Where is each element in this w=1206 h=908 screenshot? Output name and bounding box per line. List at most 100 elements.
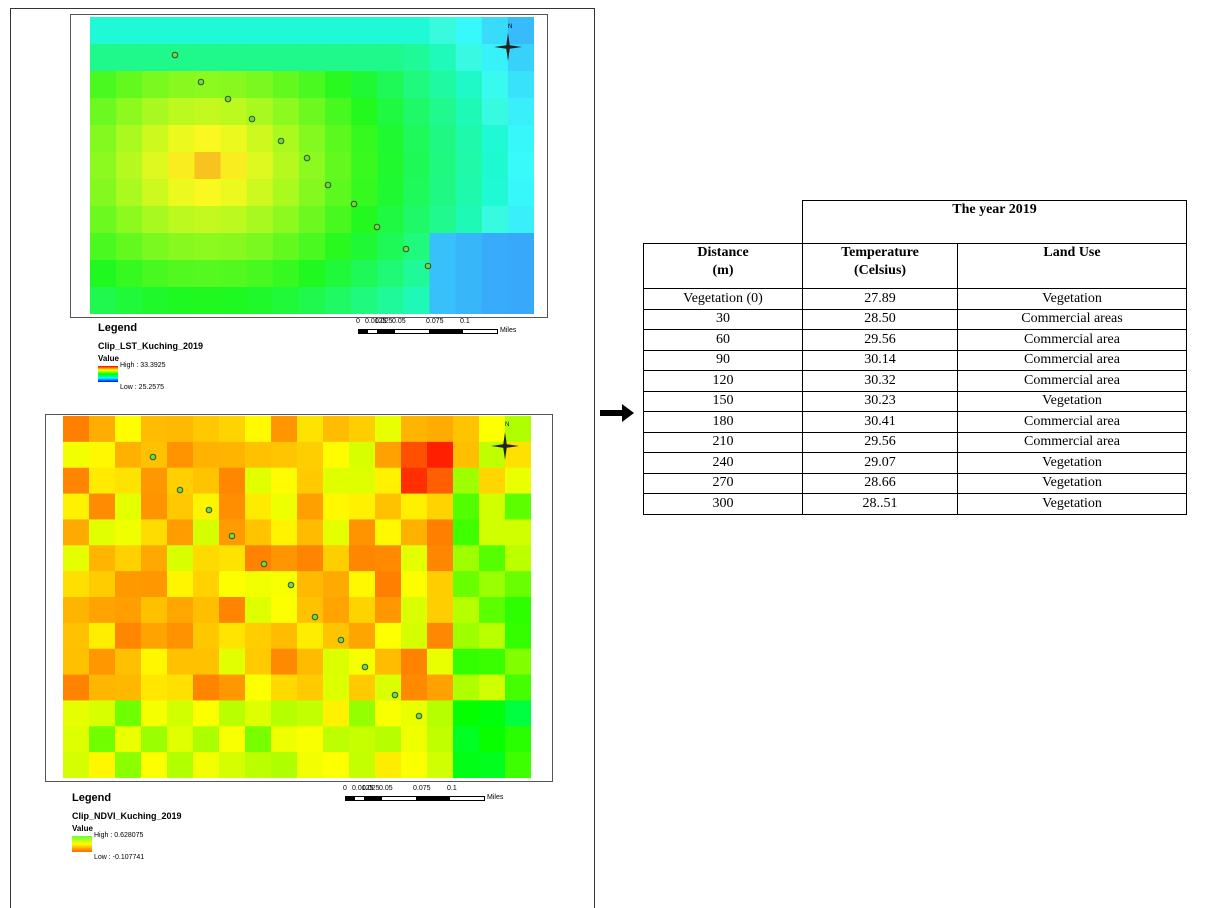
raster-cell bbox=[453, 675, 480, 701]
raster-cell bbox=[430, 206, 457, 234]
raster-cell bbox=[193, 700, 220, 726]
table-row: 3028.50Commercial areas bbox=[644, 309, 1187, 330]
raster-cell bbox=[115, 571, 142, 597]
sample-point bbox=[374, 224, 380, 230]
raster-cell bbox=[505, 571, 531, 597]
raster-cell bbox=[482, 287, 509, 314]
raster-cell bbox=[297, 700, 324, 726]
raster-cell bbox=[167, 519, 194, 545]
raster-cell bbox=[221, 260, 248, 288]
raster-cell bbox=[90, 287, 117, 314]
raster-cell bbox=[349, 752, 376, 778]
raster-cell bbox=[221, 71, 248, 99]
raster-cell bbox=[351, 233, 378, 261]
raster-cell bbox=[456, 17, 483, 45]
raster-cell bbox=[219, 726, 246, 752]
table-cell: Vegetation bbox=[958, 289, 1187, 310]
raster-cell bbox=[482, 125, 509, 153]
raster-cell bbox=[116, 98, 143, 126]
raster-cell bbox=[89, 571, 116, 597]
scale-unit: Miles bbox=[500, 327, 516, 334]
raster-cell bbox=[194, 179, 221, 207]
blank bbox=[644, 201, 803, 244]
raster-cell bbox=[219, 494, 246, 520]
raster-cell bbox=[430, 98, 457, 126]
raster-cell bbox=[453, 623, 480, 649]
raster-cell bbox=[167, 752, 194, 778]
raster-cell bbox=[505, 545, 531, 571]
raster-cell bbox=[245, 494, 272, 520]
raster-cell bbox=[403, 17, 430, 45]
raster-cell bbox=[89, 494, 116, 520]
table-cell: Commercial area bbox=[958, 412, 1187, 433]
raster-cell bbox=[427, 700, 454, 726]
raster-cell bbox=[401, 700, 428, 726]
sample-point bbox=[225, 96, 231, 102]
raster-cell bbox=[116, 260, 143, 288]
raster-cell bbox=[167, 571, 194, 597]
raster-cell bbox=[377, 17, 404, 45]
raster-cell bbox=[297, 494, 324, 520]
raster-cell bbox=[141, 752, 168, 778]
raster-cell bbox=[297, 597, 324, 623]
raster-cell bbox=[375, 700, 402, 726]
raster-cell bbox=[297, 623, 324, 649]
raster-cell bbox=[351, 260, 378, 288]
scale-label: 0.05 bbox=[392, 318, 406, 325]
raster-cell bbox=[325, 206, 352, 234]
raster-cell bbox=[115, 442, 142, 468]
raster-cell bbox=[168, 233, 195, 261]
raster-cell bbox=[456, 71, 483, 99]
raster-cell bbox=[141, 597, 168, 623]
raster-cell bbox=[273, 17, 300, 45]
raster-cell bbox=[271, 468, 298, 494]
raster-cell bbox=[349, 519, 376, 545]
raster-cell bbox=[90, 260, 117, 288]
raster-cell bbox=[430, 71, 457, 99]
raster-cell bbox=[508, 17, 534, 45]
table-cell: 28..51 bbox=[803, 494, 958, 515]
raster-cell bbox=[377, 125, 404, 153]
raster-cell bbox=[377, 71, 404, 99]
raster-cell bbox=[430, 152, 457, 180]
raster-cell bbox=[271, 675, 298, 701]
raster-cell bbox=[375, 649, 402, 675]
raster-cell bbox=[245, 468, 272, 494]
raster-cell bbox=[297, 416, 324, 442]
raster-cell bbox=[427, 494, 454, 520]
raster-cell bbox=[349, 649, 376, 675]
raster-cell bbox=[141, 468, 168, 494]
raster-cell bbox=[456, 44, 483, 72]
raster-cell bbox=[323, 649, 350, 675]
raster-cell bbox=[351, 287, 378, 314]
legend-title: Legend bbox=[72, 792, 111, 804]
raster-cell bbox=[193, 468, 220, 494]
raster-cell bbox=[221, 125, 248, 153]
raster-cell bbox=[90, 17, 117, 45]
sample-point bbox=[249, 116, 255, 122]
raster-cell bbox=[403, 71, 430, 99]
raster-cell bbox=[430, 260, 457, 288]
raster-cell bbox=[63, 545, 90, 571]
raster-cell bbox=[349, 416, 376, 442]
raster-cell bbox=[116, 44, 143, 72]
raster-cell bbox=[456, 179, 483, 207]
table-cell: Vegetation bbox=[958, 473, 1187, 494]
raster-cell bbox=[193, 597, 220, 623]
raster-cell bbox=[273, 179, 300, 207]
raster-cell bbox=[479, 545, 506, 571]
sample-point bbox=[304, 155, 310, 161]
raster-cell bbox=[375, 623, 402, 649]
raster-cell bbox=[116, 152, 143, 180]
low-label: Low : -0.107741 bbox=[94, 854, 144, 861]
raster-cell bbox=[377, 98, 404, 126]
raster-cell bbox=[299, 152, 326, 180]
raster-cell bbox=[194, 287, 221, 314]
raster-cell bbox=[89, 468, 116, 494]
raster-cell bbox=[193, 752, 220, 778]
raster-cell bbox=[427, 468, 454, 494]
raster-cell bbox=[221, 233, 248, 261]
raster-cell bbox=[323, 752, 350, 778]
raster-cell bbox=[323, 597, 350, 623]
sample-point bbox=[416, 713, 422, 719]
